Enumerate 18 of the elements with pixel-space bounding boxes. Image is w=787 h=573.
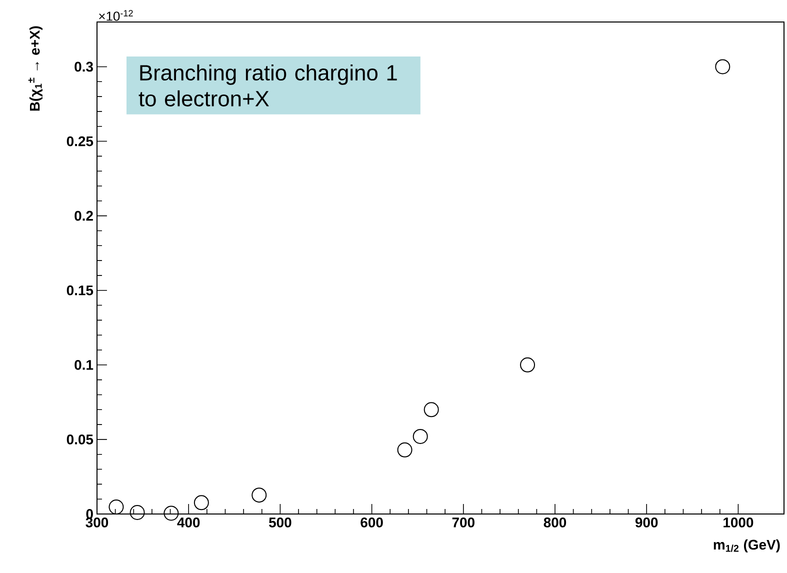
- x-tick-label: 500: [268, 518, 292, 528]
- x-tick-label: 800: [544, 518, 566, 528]
- x-tick-label: 600: [360, 518, 383, 528]
- x-tick-label: 400: [177, 518, 200, 528]
- x-tick-label: 900: [635, 518, 658, 528]
- annotation: Branching ratio chargino 1 to electron+X: [138, 64, 397, 106]
- y-tick-label: 0.05: [66, 434, 94, 444]
- y-tick-label: 0.1: [74, 360, 94, 370]
- y-tick-label: 0.15: [66, 285, 94, 296]
- x-tick-label: 300: [86, 518, 108, 528]
- y-tick-label: 0.25: [66, 136, 94, 146]
- y-axis-title: B(χ$_{1}$$^{±}$ → e+X): [28, 26, 42, 111]
- text: ×10$^{-12}$: [99, 10, 133, 21]
- x-tick-label: 1000: [724, 518, 754, 528]
- x-axis-title: m$_{1/2}$ (GeV): [714, 539, 780, 552]
- x-tick-label: 700: [452, 518, 474, 528]
- y-tick-label: 0.3: [74, 62, 93, 72]
- y-tick-label: 0.2: [74, 210, 93, 221]
